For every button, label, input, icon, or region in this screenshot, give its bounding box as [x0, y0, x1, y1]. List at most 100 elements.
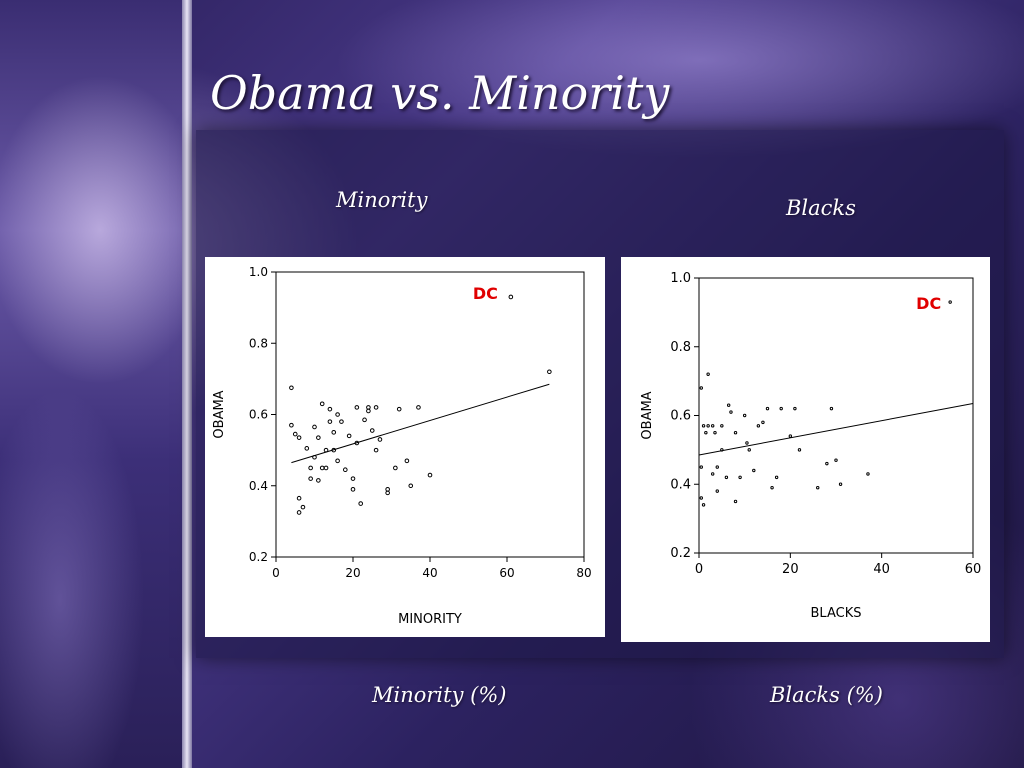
- y-tick-label: 0.2: [670, 546, 691, 561]
- data-point: [350, 487, 356, 492]
- data-point: [319, 401, 325, 407]
- plot-frame: [275, 271, 585, 558]
- data-point: [308, 465, 313, 471]
- data-point: [343, 467, 348, 473]
- y-axis-label: OBAMA: [212, 390, 227, 438]
- data-point: [366, 405, 371, 410]
- data-point: [797, 448, 802, 452]
- data-point: [720, 448, 724, 452]
- blacks-scatter-plot: 0 20 40 60 0.2 0.4 0.6 0.8 1.0 BLACKS OBAMA DC: [640, 271, 982, 621]
- dc-annotation: DC: [473, 284, 498, 303]
- data-point: [866, 472, 870, 476]
- data-point: [312, 424, 317, 430]
- data-point: [304, 446, 310, 451]
- data-point: [377, 437, 383, 442]
- x-tick-label: 40: [422, 566, 437, 580]
- data-point: [761, 420, 765, 425]
- data-point: [385, 490, 390, 496]
- data-point: [346, 433, 352, 439]
- data-point: [373, 405, 379, 410]
- y-axis-label: OBAMA: [640, 391, 655, 439]
- data-point: [711, 424, 715, 428]
- x-tick-label: 60: [499, 566, 514, 580]
- data-point: [715, 465, 719, 469]
- y-tick-label: 0.6: [670, 409, 691, 424]
- data-point: [362, 417, 367, 423]
- data-point: [706, 424, 710, 428]
- data-point: [765, 406, 770, 411]
- slide-title: Obama vs. Minority: [210, 66, 670, 120]
- left-chart-heading: Minority: [336, 188, 428, 212]
- data-point: [508, 294, 514, 300]
- data-point: [699, 465, 703, 469]
- data-point: [327, 419, 333, 424]
- x-tick-label: 20: [345, 566, 360, 580]
- data-point: [331, 430, 337, 435]
- data-point: [547, 369, 552, 375]
- data-point: [729, 410, 733, 414]
- trend-line: [698, 402, 974, 456]
- vertical-divider-bar: [182, 0, 192, 768]
- data-point: [393, 465, 398, 471]
- data-point: [323, 447, 329, 453]
- left-chart-caption: Minority (%): [372, 683, 507, 707]
- x-tick-label: 80: [576, 566, 591, 580]
- data-point: [323, 465, 329, 471]
- data-point: [300, 504, 306, 510]
- data-point: [396, 406, 402, 412]
- data-point: [711, 472, 715, 476]
- data-point: [335, 412, 340, 417]
- data-point: [724, 475, 729, 480]
- x-tick-label: 40: [873, 562, 890, 577]
- data-point: [788, 434, 793, 438]
- y-tick-label: 0.4: [249, 479, 268, 493]
- data-point: [335, 458, 340, 464]
- data-point: [948, 300, 952, 304]
- data-point: [726, 403, 731, 407]
- x-tick-label: 0: [695, 562, 703, 577]
- data-point: [738, 475, 742, 480]
- data-point: [793, 406, 797, 411]
- y-tick-label: 0.6: [249, 408, 268, 422]
- data-point: [427, 472, 433, 478]
- left-decor-strip: [0, 0, 190, 768]
- data-point: [408, 483, 414, 489]
- x-tick-label: 60: [965, 562, 982, 577]
- blacks-chart: 0 20 40 60 0.2 0.4 0.6 0.8 1.0 BLACKS OBAMA DC: [621, 257, 990, 642]
- data-point: [404, 458, 410, 464]
- data-point: [289, 422, 294, 428]
- data-point: [385, 487, 390, 492]
- data-point: [774, 475, 779, 480]
- data-point: [319, 465, 325, 471]
- right-chart-heading: Blacks: [786, 196, 856, 220]
- y-tick-label: 1.0: [670, 271, 691, 286]
- y-tick-label: 0.4: [670, 477, 691, 492]
- data-point: [366, 408, 371, 414]
- x-axis-label: MINORITY: [398, 612, 462, 627]
- data-point: [706, 372, 710, 376]
- data-point: [369, 428, 375, 433]
- data-point: [373, 447, 379, 453]
- x-tick-label: 0: [272, 566, 280, 580]
- plot-frame: [698, 277, 974, 554]
- data-point: [742, 413, 747, 418]
- data-point: [752, 468, 756, 473]
- data-point: [829, 406, 834, 411]
- data-point: [289, 385, 294, 391]
- data-point: [713, 430, 717, 435]
- data-point: [838, 482, 843, 486]
- data-point: [354, 405, 360, 410]
- data-point: [816, 485, 820, 490]
- data-point: [699, 386, 703, 390]
- y-tick-label: 0.8: [249, 336, 268, 350]
- y-tick-label: 0.8: [670, 340, 691, 355]
- right-chart-caption: Blacks (%): [770, 683, 883, 707]
- data-point: [358, 501, 363, 506]
- minority-scatter-plot: 0 20 40 60 80 0.2 0.4 0.6 0.8 1.0 MINORITY OBAMA DC: [212, 265, 592, 627]
- data-point: [296, 510, 302, 515]
- data-point: [416, 405, 421, 410]
- minority-chart: 0 20 40 60 80 0.2 0.4 0.6 0.8 1.0 MINORITY OBAMA DC: [205, 257, 605, 637]
- data-point: [331, 447, 337, 453]
- data-point: [316, 478, 321, 483]
- data-point: [354, 440, 360, 446]
